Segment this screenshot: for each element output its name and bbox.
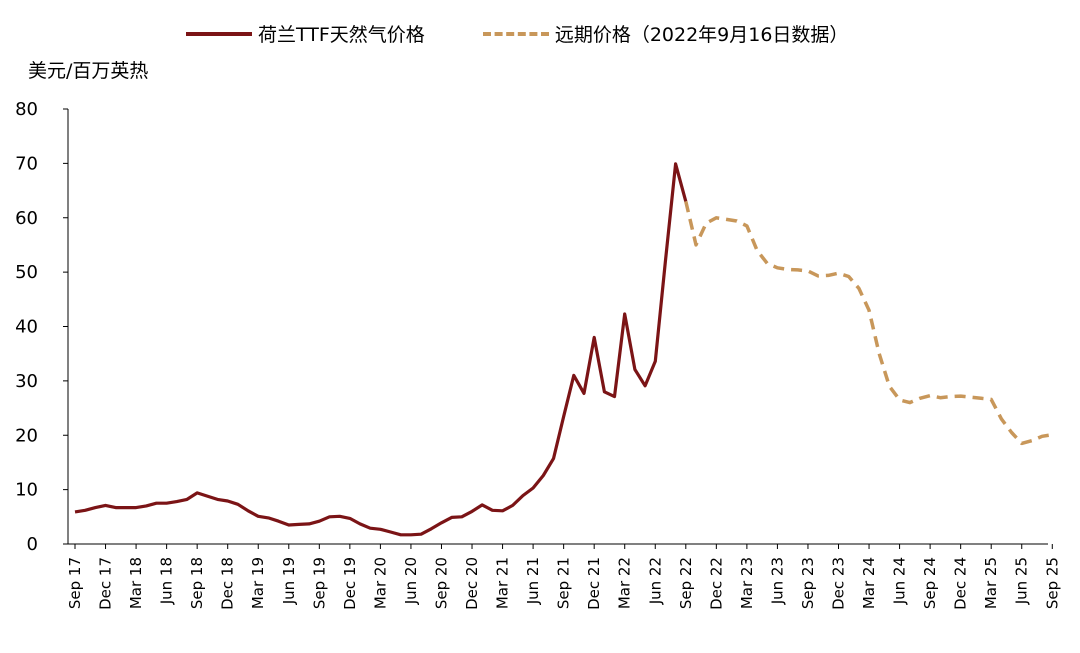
x-tick-label: Dec 23 — [830, 557, 848, 610]
x-tick-label: Sep 17 — [66, 557, 84, 609]
x-tick-label: Dec 21 — [585, 557, 603, 610]
x-tick-label: Mar 23 — [738, 557, 756, 609]
x-tick-label: Sep 19 — [310, 557, 328, 609]
y-tick-label: 30 — [15, 371, 38, 392]
legend-swatch-historical — [186, 31, 252, 36]
x-tick-label: Jun 22 — [646, 557, 664, 605]
legend: 荷兰TTF天然气价格 远期价格（2022年9月16日数据） — [186, 20, 906, 47]
x-tick-label: Jun 21 — [524, 557, 542, 605]
x-tick-label: Jun 23 — [768, 557, 786, 605]
x-tick-label: Mar 19 — [249, 557, 267, 609]
x-tick-label: Dec 20 — [463, 557, 481, 610]
legend-item-forward: 远期价格（2022年9月16日数据） — [482, 20, 849, 47]
y-tick-label: 20 — [15, 425, 38, 446]
x-tick-label: Dec 19 — [341, 557, 359, 610]
x-tick-label: Sep 18 — [188, 557, 206, 609]
x-tick-label: Sep 25 — [1043, 557, 1061, 609]
x-tick-label: Jun 24 — [891, 557, 909, 605]
series-line-forward — [684, 201, 1053, 446]
x-tick-label: Mar 24 — [860, 557, 878, 609]
x-tick-label: Mar 22 — [616, 557, 634, 609]
y-axis-unit-label: 美元/百万英热 — [28, 60, 149, 82]
legend-item-historical: 荷兰TTF天然气价格 — [186, 20, 425, 47]
series-line-historical — [74, 162, 688, 537]
legend-label-forward: 远期价格（2022年9月16日数据） — [554, 24, 849, 46]
x-tick-label: Mar 18 — [127, 557, 145, 609]
x-tick-label: Jun 18 — [158, 557, 176, 605]
y-tick-label: 40 — [15, 317, 38, 338]
x-tick-label: Sep 22 — [677, 557, 695, 609]
x-tick-label: Dec 17 — [97, 557, 115, 610]
y-tick-label: 50 — [15, 262, 38, 283]
x-tick-label: Mar 21 — [494, 557, 512, 609]
x-tick-label: Jun 20 — [402, 557, 420, 605]
y-tick-label: 0 — [27, 534, 38, 555]
x-tick-label: Jun 25 — [1013, 557, 1031, 605]
legend-swatch-forward — [482, 31, 549, 36]
x-tick-label: Dec 22 — [707, 557, 725, 610]
x-tick-label: Jun 19 — [280, 557, 298, 605]
x-tick-label: Sep 24 — [921, 557, 939, 609]
y-tick-label: 70 — [15, 153, 38, 174]
x-tick-label: Dec 18 — [219, 557, 237, 610]
x-tick-label: Mar 20 — [371, 557, 389, 609]
y-tick-label: 10 — [15, 480, 38, 501]
x-tick-label: Sep 21 — [555, 557, 573, 609]
x-tick-label: Mar 25 — [982, 557, 1000, 609]
x-tick-label: Sep 20 — [432, 557, 450, 609]
x-tick-label: Dec 24 — [952, 557, 970, 610]
legend-label-historical: 荷兰TTF天然气价格 — [258, 24, 425, 46]
y-tick-label: 60 — [15, 208, 38, 229]
x-tick-label: Sep 23 — [799, 557, 817, 609]
y-tick-label: 80 — [15, 99, 38, 120]
